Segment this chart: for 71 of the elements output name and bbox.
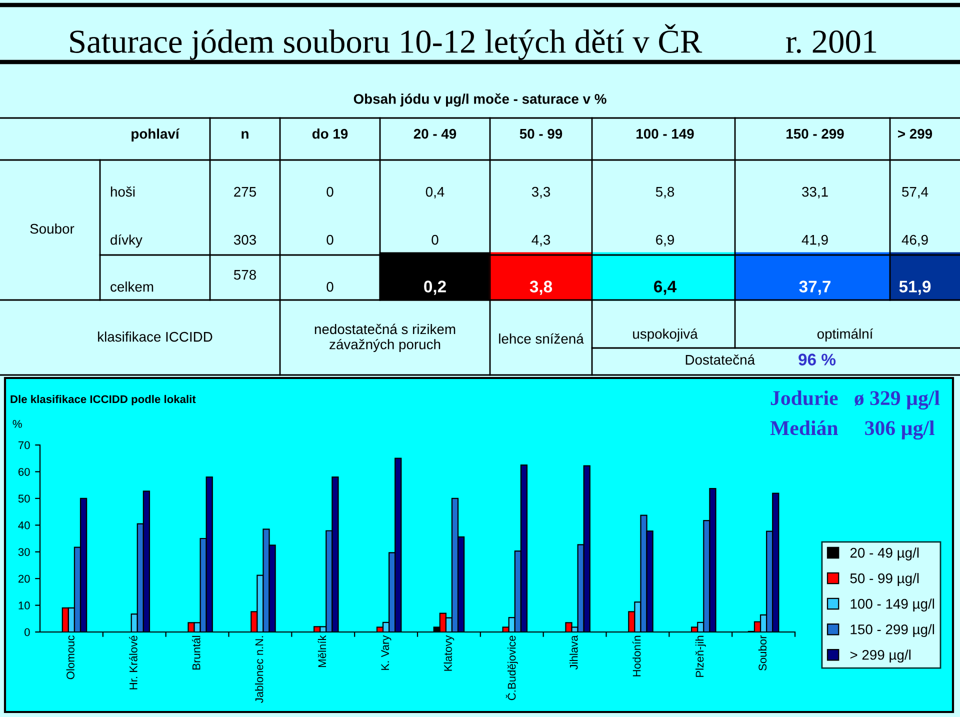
- chart-title: Dle klasifikace ICCIDD podle lokalit: [10, 394, 196, 406]
- text: lehce snížená: [499, 333, 584, 344]
- x-tick-label: Jihlava: [570, 635, 578, 670]
- text: 33,1: [802, 186, 828, 198]
- text: nedostatečná s rizikem závažných poruch: [314, 324, 456, 352]
- text: 6,9: [656, 234, 674, 246]
- text: 0: [432, 234, 438, 245]
- y-tick-label: 50: [18, 494, 30, 503]
- y-tick-label: 10: [18, 602, 30, 610]
- text: 5,8: [656, 186, 674, 198]
- text: 46,9: [902, 234, 928, 246]
- text: 20 - 49: [414, 128, 456, 139]
- text: Obsah jódu v µg/l moče - saturace v %: [354, 93, 606, 107]
- text: hoši: [110, 186, 135, 197]
- text: Medián 306 µg/l: [770, 420, 934, 440]
- text: 578: [234, 270, 256, 280]
- legend-label: 100 - 149 µg/l: [850, 598, 934, 612]
- text: optimální: [817, 328, 874, 342]
- text: uspokojivá: [633, 328, 698, 342]
- y-tick-label: 30: [18, 548, 30, 556]
- text: dívky: [110, 234, 142, 248]
- y-tick-label: 20: [18, 574, 30, 583]
- text: 96 %: [798, 354, 836, 366]
- text: Saturace jódem souboru 10-12 letých dětí v ČR r. 2001: [70, 24, 876, 60]
- text: 100 - 149: [636, 128, 694, 139]
- legend-label: > 299 µg/l: [850, 650, 910, 663]
- text: 3,3: [532, 186, 550, 198]
- text: 275: [234, 186, 256, 197]
- x-tick-label: Klatovy: [444, 635, 454, 671]
- text: 57,4: [902, 187, 928, 198]
- x-tick-label: Plzeň-jih: [695, 636, 706, 677]
- text: 0: [326, 186, 334, 197]
- text: 0,4: [426, 186, 444, 198]
- text: 37,7: [799, 280, 830, 295]
- text: 150 - 299: [786, 128, 844, 139]
- text: celkem: [110, 282, 154, 292]
- y-tick-label: 70: [18, 441, 30, 450]
- text: 51,9: [899, 280, 931, 295]
- x-tick-label: Hodonín: [632, 636, 641, 676]
- text: klasifikace ICCIDD: [98, 332, 212, 342]
- x-tick-label: Hr. Králové: [129, 636, 138, 690]
- x-tick-label: Soubor: [758, 635, 767, 671]
- text: 0: [326, 282, 334, 292]
- text: 6,4: [654, 280, 676, 295]
- text: Jodurie ø 329 µg/l: [770, 390, 940, 410]
- text: 0: [326, 234, 334, 245]
- text: 4,3: [532, 234, 550, 246]
- x-tick-label: Jablonec n.N.: [255, 636, 264, 703]
- text: Dostatečná: [686, 354, 756, 365]
- text: 3,8: [530, 280, 552, 295]
- x-tick-label: Olomouc: [66, 635, 74, 680]
- text: 0,2: [424, 280, 446, 295]
- legend-label: 150 - 299 µg/l: [850, 624, 934, 638]
- text: Soubor: [30, 224, 74, 234]
- y-axis-title: %: [12, 420, 22, 428]
- text: n: [242, 131, 248, 139]
- text: > 299: [898, 128, 932, 139]
- y-tick-label: 40: [18, 521, 30, 530]
- text: 50 - 99: [520, 128, 562, 139]
- x-tick-label: Č.Budějovice: [506, 636, 518, 700]
- text: 303: [234, 234, 256, 245]
- text: do 19: [312, 128, 348, 139]
- x-tick-label: Mělník: [318, 635, 326, 668]
- text: 41,9: [802, 234, 828, 246]
- text: pohlaví: [132, 128, 180, 142]
- legend-label: 20 - 49 µg/l: [850, 548, 919, 560]
- y-tick-label: 0: [24, 628, 30, 636]
- x-tick-label: Bruntál: [192, 636, 200, 670]
- x-tick-label: K. Vary: [381, 635, 392, 670]
- legend-label: 50 - 99 µg/l: [850, 573, 919, 586]
- y-tick-label: 60: [18, 468, 30, 476]
